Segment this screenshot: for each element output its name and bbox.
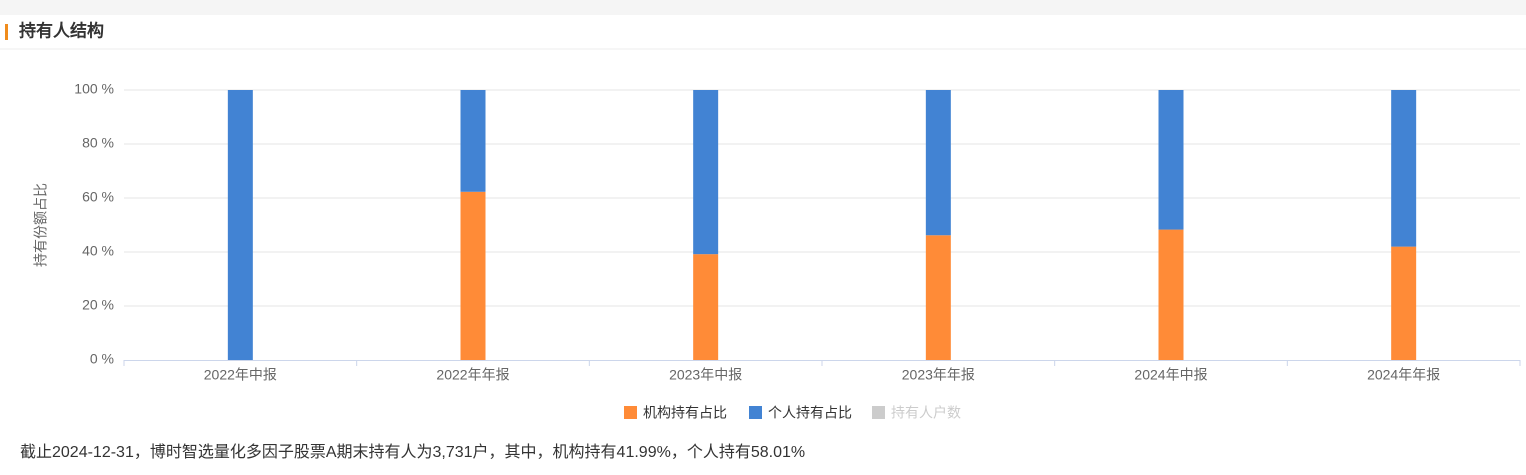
x-tick-label: 2024年年报 <box>1367 367 1440 383</box>
x-tick-label: 2022年中报 <box>204 367 277 383</box>
bar-segment <box>1158 229 1184 360</box>
note: 截止2024-12-31，博时智选量化多因子股票A期末持有人为3,731户，其中… <box>20 443 805 461</box>
y-tick-label: 20 % <box>82 297 114 313</box>
y-tick-label: 80 % <box>82 135 114 151</box>
bar-segment <box>1158 90 1184 230</box>
bar-segment <box>460 191 486 360</box>
bar-segment <box>1391 90 1417 247</box>
bar-segment <box>227 90 253 360</box>
bar-segment <box>925 90 951 236</box>
y-tick-label: 100 % <box>74 81 114 97</box>
bar-segment <box>925 235 951 360</box>
title-marker <box>5 24 8 40</box>
y-tick-label: 0 % <box>90 351 114 367</box>
legend-label[interactable]: 持有人户数 <box>891 405 961 421</box>
y-axis-label: 持有份额占比 <box>33 183 49 267</box>
chart-title: 持有人结构 <box>19 20 104 40</box>
panel <box>0 15 1526 475</box>
x-tick-label: 2024年中报 <box>1134 367 1207 383</box>
y-tick-label: 60 % <box>82 189 114 205</box>
x-tick-label: 2022年年报 <box>436 367 509 383</box>
bar-segment <box>693 254 719 360</box>
bar-segment <box>1391 246 1417 360</box>
legend-label[interactable]: 个人持有占比 <box>768 405 852 421</box>
x-tick-label: 2023年年报 <box>902 367 975 383</box>
legend-swatch <box>624 406 637 419</box>
bar-segment <box>460 90 486 192</box>
legend-swatch <box>872 406 885 419</box>
legend-swatch <box>749 406 762 419</box>
bar-segment <box>693 90 719 255</box>
y-tick-label: 40 % <box>82 243 114 259</box>
x-tick-label: 2023年中报 <box>669 367 742 383</box>
legend-label[interactable]: 机构持有占比 <box>643 405 727 421</box>
